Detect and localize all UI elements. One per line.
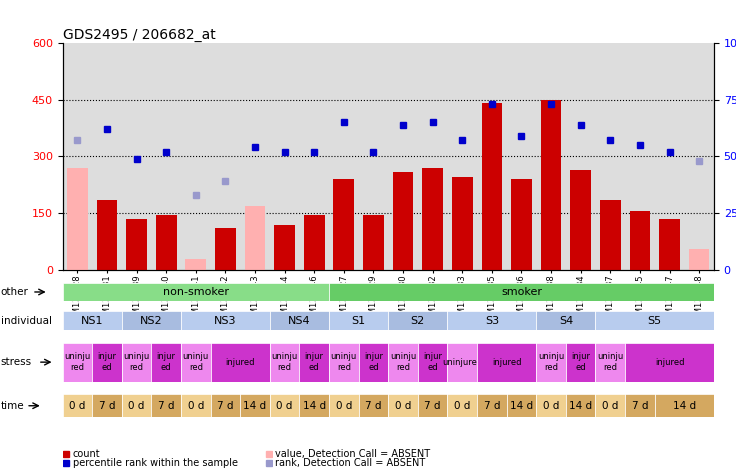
Text: NS4: NS4 xyxy=(288,316,311,326)
Text: 0 d: 0 d xyxy=(543,401,559,411)
Text: injured: injured xyxy=(492,358,521,366)
Text: injur
ed: injur ed xyxy=(157,353,176,372)
Text: uninju
red: uninju red xyxy=(597,353,623,372)
Text: 0 d: 0 d xyxy=(336,401,352,411)
Text: rank, Detection Call = ABSENT: rank, Detection Call = ABSENT xyxy=(275,457,425,468)
Text: S5: S5 xyxy=(648,316,662,326)
Text: 7 d: 7 d xyxy=(631,401,648,411)
Bar xyxy=(689,249,710,270)
Text: NS2: NS2 xyxy=(140,316,163,326)
Bar xyxy=(629,211,651,270)
Bar xyxy=(481,103,502,270)
Bar xyxy=(363,215,383,270)
Bar xyxy=(333,179,354,270)
Text: smoker: smoker xyxy=(501,287,542,297)
Text: S1: S1 xyxy=(352,316,366,326)
Bar xyxy=(600,200,620,270)
Text: individual: individual xyxy=(1,316,52,326)
Text: 0 d: 0 d xyxy=(128,401,145,411)
Text: 7 d: 7 d xyxy=(158,401,174,411)
Text: injur
ed: injur ed xyxy=(364,353,383,372)
Bar xyxy=(393,172,414,270)
Bar xyxy=(304,215,325,270)
Bar xyxy=(570,170,591,270)
Text: 0 d: 0 d xyxy=(277,401,293,411)
Text: 7 d: 7 d xyxy=(365,401,382,411)
Text: uninju
red: uninju red xyxy=(538,353,565,372)
Text: uninju
red: uninju red xyxy=(183,353,209,372)
Bar xyxy=(275,225,295,270)
Bar xyxy=(244,206,266,270)
Text: 14 d: 14 d xyxy=(302,401,326,411)
Text: 14 d: 14 d xyxy=(673,401,696,411)
Text: percentile rank within the sample: percentile rank within the sample xyxy=(73,457,238,468)
Text: 0 d: 0 d xyxy=(454,401,470,411)
Text: 7 d: 7 d xyxy=(99,401,116,411)
Bar xyxy=(541,100,562,270)
Bar xyxy=(659,219,680,270)
Text: uninju
red: uninju red xyxy=(124,353,149,372)
Text: stress: stress xyxy=(1,357,32,367)
Text: 14 d: 14 d xyxy=(510,401,533,411)
Text: S2: S2 xyxy=(411,316,425,326)
Text: value, Detection Call = ABSENT: value, Detection Call = ABSENT xyxy=(275,449,431,459)
Text: time: time xyxy=(1,401,24,411)
Text: 7 d: 7 d xyxy=(425,401,441,411)
Bar xyxy=(422,168,443,270)
Text: 0 d: 0 d xyxy=(188,401,204,411)
Text: 0 d: 0 d xyxy=(69,401,85,411)
Text: uninju
red: uninju red xyxy=(330,353,357,372)
Text: non-smoker: non-smoker xyxy=(163,287,229,297)
Bar xyxy=(185,259,206,270)
Text: 14 d: 14 d xyxy=(244,401,266,411)
Text: 0 d: 0 d xyxy=(602,401,618,411)
Bar xyxy=(96,200,117,270)
Text: other: other xyxy=(1,287,29,297)
Text: S3: S3 xyxy=(485,316,499,326)
Text: S4: S4 xyxy=(559,316,573,326)
Bar xyxy=(67,168,88,270)
Bar xyxy=(511,179,532,270)
Text: uninju
red: uninju red xyxy=(272,353,298,372)
Bar xyxy=(452,177,473,270)
Text: injur
ed: injur ed xyxy=(423,353,442,372)
Text: injured: injured xyxy=(655,358,684,366)
Bar xyxy=(215,228,236,270)
Text: injur
ed: injur ed xyxy=(97,353,116,372)
Text: NS3: NS3 xyxy=(214,316,237,326)
Text: injured: injured xyxy=(225,358,255,366)
Text: NS1: NS1 xyxy=(81,316,104,326)
Bar xyxy=(126,219,147,270)
Text: uninju
red: uninju red xyxy=(390,353,416,372)
Text: uninju
red: uninju red xyxy=(64,353,91,372)
Text: uninjured: uninjured xyxy=(442,358,482,366)
Bar xyxy=(156,215,177,270)
Text: count: count xyxy=(73,449,101,459)
Text: 7 d: 7 d xyxy=(484,401,500,411)
Text: injur
ed: injur ed xyxy=(571,353,590,372)
Text: 0 d: 0 d xyxy=(394,401,411,411)
Text: 7 d: 7 d xyxy=(217,401,233,411)
Text: injur
ed: injur ed xyxy=(305,353,324,372)
Text: GDS2495 / 206682_at: GDS2495 / 206682_at xyxy=(63,27,216,42)
Text: 14 d: 14 d xyxy=(569,401,592,411)
